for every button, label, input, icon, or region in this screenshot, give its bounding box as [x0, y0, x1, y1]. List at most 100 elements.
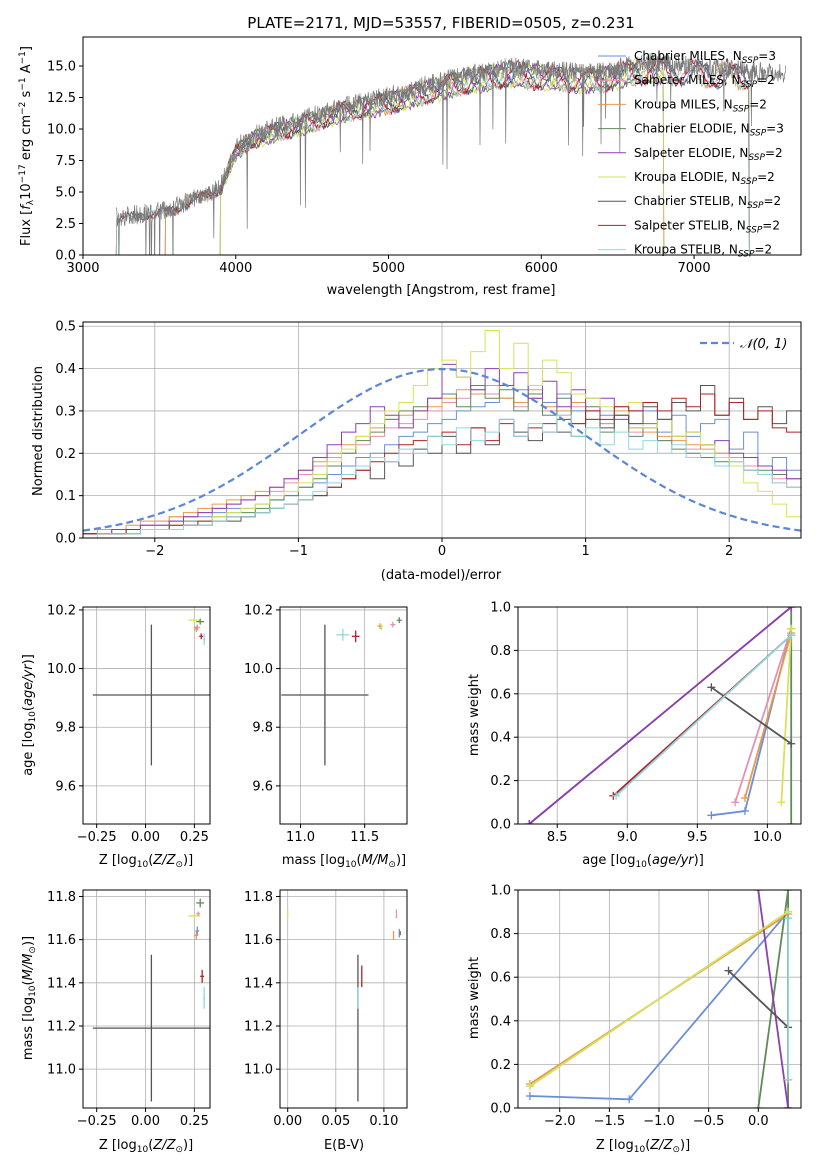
residuals-histogram	[83, 414, 801, 538]
spectrum-legend-label: Salpeter ELODIE, NSSP=2	[634, 146, 783, 163]
weight-vs-age-ytick-label: 0.8	[490, 644, 511, 659]
weight-vs-age-ytick-label: 1.0	[490, 601, 511, 616]
spectrum-legend-label: Kroupa MILES, NSSP=2	[634, 97, 767, 114]
mass-vs-ebv-plot-area	[287, 909, 401, 1102]
mass-vs-z-xtick-label: 0.00	[131, 1114, 160, 1129]
mass-vs-z-ytick-label: 11.2	[47, 1019, 76, 1034]
spectrum-xtick-label: 6000	[525, 261, 558, 276]
mass-vs-z-frame	[82, 889, 211, 1109]
spectrum-data-line	[116, 53, 787, 255]
weight-vs-age-panel: mass weight age [log10(age/yr)] 8.5 9.0 9.…	[467, 601, 802, 870]
age-vs-mass-ytick-label: 9.6	[252, 779, 273, 794]
age-vs-z-xlabel: Z [log10(Z/Z⊙)]	[99, 853, 193, 870]
age-vs-mass-ytick-label: 10.0	[244, 662, 273, 677]
age-vs-mass-frame	[279, 606, 408, 825]
spectrum-legend-label: Salpeter MILES, NSSP=2	[634, 73, 775, 90]
weight-vs-age-series-line	[744, 632, 793, 799]
spectrum-legend-label: Kroupa ELODIE, NSSP=2	[634, 170, 775, 187]
spectrum-legend-label: Chabrier MILES, NSSP=3	[634, 49, 776, 66]
residuals-ytick-label: 0.5	[55, 320, 76, 335]
residuals-xtick-label: −1	[289, 544, 308, 559]
age-vs-mass-plot-area	[281, 617, 402, 766]
mass-vs-ebv-frame	[279, 889, 408, 1109]
age-vs-mass-ytick-label: 10.2	[244, 603, 273, 618]
weight-vs-age-ylabel: mass weight	[467, 674, 482, 756]
age-vs-z-xtick-label: 0.00	[131, 830, 160, 845]
spectrum-ytick-label: 0.0	[55, 249, 76, 264]
weight-vs-z-xtick-label: −0.5	[693, 1114, 725, 1129]
residuals-frame	[82, 321, 802, 539]
spectrum-ytick-label: 5.0	[55, 185, 76, 200]
spectrum-xtick-label: 3000	[66, 261, 99, 276]
spectrum-ytick-label: 10.0	[47, 122, 76, 137]
age-vs-z-panel: age [log10(age/yr)] Z [log10(Z/Z⊙)] −0.2…	[21, 603, 211, 870]
weight-vs-z-ytick-label: 0.4	[490, 1014, 511, 1029]
spectrum-plot-area	[115, 53, 787, 255]
weight-vs-age-series-line	[780, 628, 793, 803]
residuals-histogram	[83, 385, 801, 535]
mass-vs-ebv-ytick-label: 11.0	[244, 1063, 273, 1078]
mass-vs-z-xtick-label: −0.25	[77, 1114, 117, 1129]
weight-vs-age-xtick-label: 9.0	[617, 830, 638, 845]
mass-vs-z-ytick-label: 11.4	[47, 976, 76, 991]
weight-vs-z-xtick-label: 0.0	[748, 1114, 769, 1129]
residuals-ytick-label: 0.4	[55, 362, 76, 377]
mass-vs-ebv-xtick-label: 0.00	[273, 1114, 302, 1129]
spectrum-legend-label: Kroupa STELIB, NSSP=2	[634, 243, 772, 260]
mass-vs-z-panel: mass [log10(M/M⊙)] Z [log10(Z/Z⊙)] −0.25…	[21, 889, 211, 1155]
weight-vs-z-series-line	[529, 911, 789, 1087]
weight-vs-age-xtick-label: 8.5	[547, 830, 568, 845]
residuals-panel: (data-model)/error Normed distribution −…	[31, 320, 802, 583]
age-vs-z-ylabel: age [log10(age/yr)]	[21, 654, 38, 776]
age-vs-mass-xlabel: mass [log10(M/M⊙)]	[282, 853, 406, 870]
age-vs-z-xtick-label: 0.25	[180, 830, 209, 845]
spectrum-ylabel: Flux [fλ10−17 erg cm−2 s−1 A−1]	[18, 46, 36, 246]
residuals-ytick-label: 0.1	[55, 489, 76, 504]
residuals-plot-area	[83, 330, 801, 538]
spectrum-model-line	[115, 56, 750, 255]
weight-vs-z-frame	[517, 889, 802, 1109]
weight-vs-age-xtick-label: 9.5	[687, 830, 708, 845]
spectrum-ytick-label: 15.0	[47, 59, 76, 74]
age-vs-mass-xtick-label: 11.0	[286, 830, 315, 845]
mass-vs-ebv-ytick-label: 11.8	[244, 890, 273, 905]
mass-vs-ebv-xtick-label: 0.05	[321, 1114, 350, 1129]
weight-vs-z-ytick-label: 0.0	[490, 1102, 511, 1117]
mass-vs-z-xtick-label: 0.25	[180, 1114, 209, 1129]
residuals-histogram	[83, 330, 801, 538]
residuals-ytick-label: 0.3	[55, 404, 76, 419]
age-vs-z-ytick-label: 9.6	[55, 779, 76, 794]
age-vs-z-plot-area	[92, 617, 210, 766]
weight-vs-z-ylabel: mass weight	[467, 957, 482, 1039]
spectrum-ytick-label: 7.5	[55, 154, 76, 169]
weight-vs-age-series-line	[711, 628, 793, 817]
residuals-xtick-label: −2	[145, 544, 164, 559]
mass-vs-ebv-ytick-label: 11.6	[244, 933, 273, 948]
weight-vs-z-ytick-label: 0.2	[490, 1058, 511, 1073]
weight-vs-z-series-line	[757, 890, 789, 1108]
residuals-xtick-label: 1	[581, 544, 589, 559]
weight-vs-z-plot-area	[525, 890, 793, 1108]
weight-vs-age-frame	[517, 606, 802, 825]
age-vs-mass-ytick-label: 9.8	[252, 721, 273, 736]
weight-vs-age-xlabel: age [log10(age/yr)]	[582, 853, 704, 870]
spectrum-ytick-label: 2.5	[55, 217, 76, 232]
mass-vs-z-ylabel: mass [log10(M/M⊙)]	[21, 936, 38, 1060]
weight-vs-z-series-line	[727, 970, 789, 1028]
spectrum-xtick-label: 7000	[678, 261, 711, 276]
weight-vs-age-series-line	[528, 607, 792, 824]
residuals-xtick-label: 0	[438, 544, 446, 559]
age-vs-mass-panel: mass [log10(M/M⊙)] 11.0 11.5 9.6 9.8 10.0 10.…	[244, 603, 408, 870]
weight-vs-z-ytick-label: 0.6	[490, 971, 511, 986]
spectrum-model-line	[219, 57, 665, 255]
weight-vs-age-ytick-label: 0.2	[490, 774, 511, 789]
age-vs-z-ytick-label: 10.0	[47, 662, 76, 677]
spectrum-legend-label: Chabrier STELIB, NSSP=2	[634, 194, 781, 211]
mass-vs-ebv-panel: E(B-V) 0.00 0.05 0.10 11.0 11.2 11.4 11.6 11.8	[244, 889, 408, 1153]
spectrum-legend-label: Salpeter STELIB, NSSP=2	[634, 218, 780, 235]
weight-vs-z-panel: mass weight Z [log10(Z/Z⊙)] −2.0 −1.5 −1.0…	[467, 884, 802, 1155]
mass-vs-z-ytick-label: 11.0	[47, 1063, 76, 1078]
residuals-ytick-label: 0.2	[55, 447, 76, 462]
residuals-xlabel: (data-model)/error	[381, 568, 502, 583]
